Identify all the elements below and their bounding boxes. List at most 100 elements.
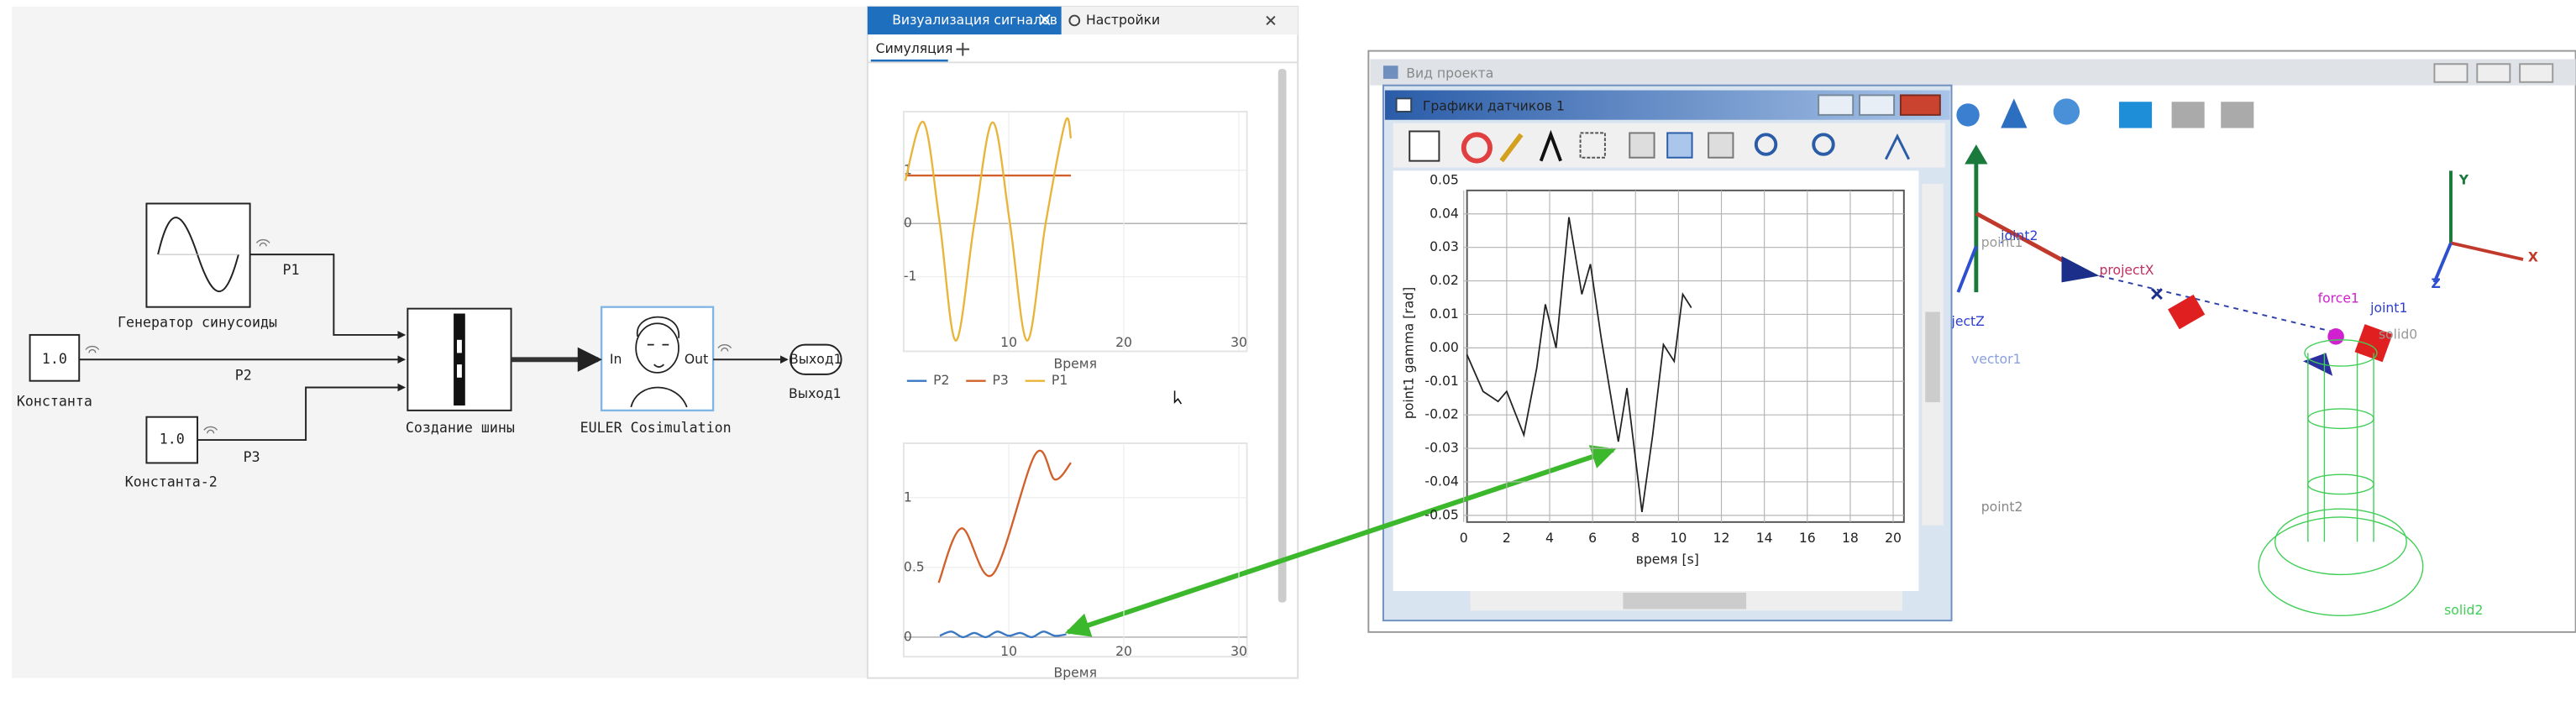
y-tick-label: 0.00 [1430,339,1459,355]
y-tick-label: -0.05 [1424,506,1458,522]
y-tick-label: 0.5 [904,558,925,574]
port-label: In [610,351,622,367]
x-tick-label: 10 [1670,530,1687,546]
port-label: Out [685,351,708,367]
block-label: Создание шины [406,420,515,436]
constant-block[interactable] [29,333,81,382]
bus-bar [454,313,465,406]
x-tick-label: 10 [1000,643,1017,659]
x-tick-label: 20 [1115,643,1132,659]
x-tick-label: 4 [1545,530,1554,546]
signal-wire [249,254,407,339]
cursor [1173,390,1183,405]
add-tab[interactable] [956,42,970,56]
y-tick-label: -0.04 [1424,473,1458,489]
y-tick-label: -0.03 [1424,440,1458,456]
window-buttons[interactable] [1818,94,1941,116]
tab-close[interactable] [1039,13,1051,26]
axis-label: Z [2432,275,2441,291]
scene-label: joint1 [2369,300,2407,316]
x-tick-label: 14 [1756,530,1773,546]
legend-label: P1 [1052,372,1068,388]
scene [1956,144,2524,616]
y-tick-label: -0.02 [1424,406,1458,422]
y-tick-label: 0.04 [1430,205,1459,221]
y-tick-label: 0 [904,215,912,231]
toolbar-icons[interactable] [1409,129,1910,164]
tab-active[interactable] [867,6,1062,35]
y-tick-label: 0.01 [1430,306,1459,322]
block-label: Выход1 [789,385,842,401]
diagram: Генератор синусоиды 1.0 Константа 1.0 Ко… [12,6,868,678]
bus-slot [457,364,462,378]
port-label: Выход1 [790,351,842,367]
scene-label: jectZ [1951,313,1985,329]
scrollbar[interactable] [1278,69,1287,603]
legend-label: P2 [933,372,949,388]
link-arrow [1064,445,1617,637]
x-axis-label: Время [1054,356,1097,372]
tab-label[interactable]: Настройки [1086,12,1160,28]
scene-label: joint2 [2000,228,2038,243]
euler-portrait [630,316,688,408]
scene-label: point2 [1981,499,2023,515]
block-label: Константа-2 [125,473,218,489]
settings-icon [1068,14,1081,27]
y-tick-label: 0.05 [1430,171,1459,187]
x-tick-label: 6 [1588,530,1597,546]
bus-slot [457,339,462,353]
signal-label: P1 [283,262,300,278]
x-tick-label: 0 [1460,530,1468,546]
constant2-block[interactable] [145,416,199,464]
x-tick-label: 18 [1842,530,1859,546]
y-axis-label: point1 gamma [rad] [1401,287,1417,419]
x-tick-label: 30 [1230,643,1247,659]
block-value: 1.0 [160,432,185,447]
h-scroll-thumb[interactable] [1623,592,1747,609]
toolbar-icons[interactable] [1956,98,2254,128]
y-tick-label: -0.01 [1424,373,1458,389]
sensor-window: Графики датчиков 1 point1 gamma [rad] вр… [1382,84,1953,622]
scene-label: solid0 [2379,326,2417,342]
series-line [904,117,1073,342]
scene-label: projectX [2100,262,2154,278]
block-label: Константа [17,394,92,410]
window-icon [1395,97,1413,112]
block-label: Генератор синусоиды [118,315,277,331]
series-line [1466,217,1692,513]
y-tick-label: 0.02 [1430,272,1459,288]
scene-label: force1 [2318,290,2359,306]
y-tick-label: -1 [904,268,917,284]
x-tick-label: 10 [1000,334,1017,350]
x-tick-label: 20 [1115,334,1132,350]
block-label: EULER Cosimulation [580,420,732,436]
title-bar [1384,90,1950,120]
y-tick-label: 0 [904,628,912,644]
subtab-label[interactable]: Симуляция [876,40,953,56]
scene-label: vector1 [1971,351,2022,367]
y-tick-label: 1 [904,489,912,505]
output-port[interactable] [790,343,842,375]
panel-close[interactable] [1266,15,1276,26]
scene-label: solid2 [2444,602,2483,618]
x-tick-label: 2 [1503,530,1511,546]
x-axis-label: время [s] [1636,551,1699,567]
x-axis-label: Время [1054,664,1097,680]
window-title: Графики датчиков 1 [1423,98,1565,114]
euler-block[interactable] [600,306,715,412]
signal-icons [85,238,732,434]
tab-label: Визуализация сигналов [892,12,1057,28]
x-tick-label: 20 [1885,530,1902,546]
window-title: Вид проекта [1406,65,1493,81]
legend-label: P3 [993,372,1009,388]
v-scroll-thumb[interactable] [1925,311,1940,403]
x-tick-label: 16 [1799,530,1816,546]
axis-label: Y [2458,172,2469,188]
window-buttons[interactable] [2433,63,2554,83]
x-tick-label: 8 [1631,530,1640,546]
title-bar [1370,59,2576,86]
x-tick-label: 12 [1713,530,1730,546]
axis-label: X [2528,249,2538,265]
